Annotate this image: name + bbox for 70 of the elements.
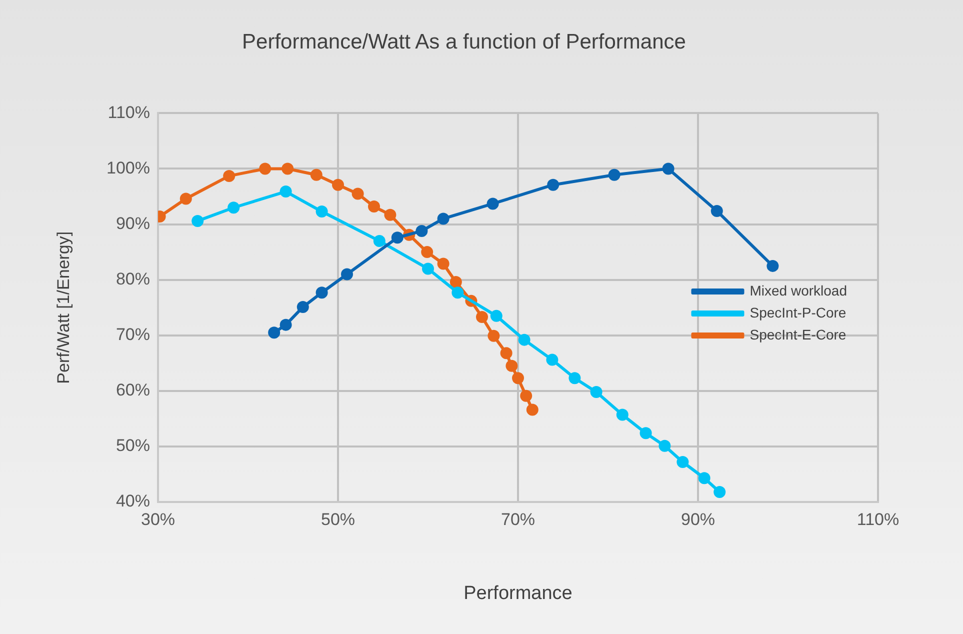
point: [547, 178, 560, 191]
point: [676, 456, 689, 468]
point: [280, 318, 292, 331]
point: [452, 286, 464, 299]
x-tick-label: 30%: [140, 510, 176, 529]
chart-title: Performance/Watt As a function of Performance: [242, 30, 686, 54]
point: [192, 214, 204, 227]
point: [316, 286, 328, 299]
y-tick-label: 70%: [116, 325, 150, 344]
point: [310, 168, 322, 181]
point: [714, 486, 726, 498]
point: [280, 186, 292, 198]
point: [616, 408, 628, 421]
point: [228, 202, 240, 214]
point: [384, 208, 396, 221]
point: [590, 386, 602, 398]
point: [488, 330, 500, 342]
point: [698, 472, 710, 484]
point: [341, 268, 353, 280]
point: [506, 360, 518, 372]
point: [450, 276, 462, 288]
point: [416, 224, 428, 237]
point: [662, 162, 674, 175]
y-tick-label: 90%: [116, 214, 150, 233]
point: [391, 232, 404, 244]
legend-label: SpecInt-P-Core: [750, 304, 846, 320]
legend-label: Mixed workload: [750, 282, 848, 298]
point: [546, 354, 558, 366]
point: [296, 301, 309, 314]
y-tick-label: 60%: [116, 380, 150, 400]
x-axis-title: Performance: [464, 582, 572, 604]
point: [490, 310, 502, 322]
y-tick-label: 40%: [116, 492, 150, 511]
point: [421, 246, 434, 258]
point: [710, 204, 723, 217]
x-tick-label: 50%: [320, 510, 356, 529]
x-tick-label: 110%: [856, 510, 900, 529]
point: [500, 347, 512, 360]
point: [608, 168, 620, 181]
x-tick-label: 70%: [500, 510, 536, 529]
point: [526, 404, 538, 416]
point: [476, 311, 488, 324]
point: [766, 260, 779, 272]
point: [316, 206, 328, 218]
y-tick-label: 110%: [108, 102, 150, 122]
point: [518, 334, 530, 346]
point: [658, 440, 671, 452]
legend-label: SpecInt-E-Core: [750, 326, 846, 342]
point: [640, 427, 652, 440]
y-tick-label: 100%: [106, 158, 150, 178]
point: [512, 372, 524, 384]
point: [352, 188, 364, 200]
point: [373, 234, 386, 247]
point: [568, 372, 581, 384]
point: [437, 258, 450, 270]
point: [486, 198, 499, 210]
point: [332, 178, 344, 191]
point: [422, 262, 434, 275]
point: [520, 390, 532, 402]
point: [282, 162, 294, 175]
point: [268, 326, 280, 339]
point: [180, 192, 192, 205]
point: [223, 170, 236, 182]
point: [368, 200, 380, 213]
x-tick-label: 90%: [680, 510, 716, 529]
y-tick-label: 50%: [116, 436, 150, 456]
point: [437, 212, 450, 225]
y-tick-label: 80%: [116, 270, 150, 289]
y-axis-title: Perf/Watt [1/Energy]: [54, 231, 73, 384]
point: [259, 162, 272, 175]
